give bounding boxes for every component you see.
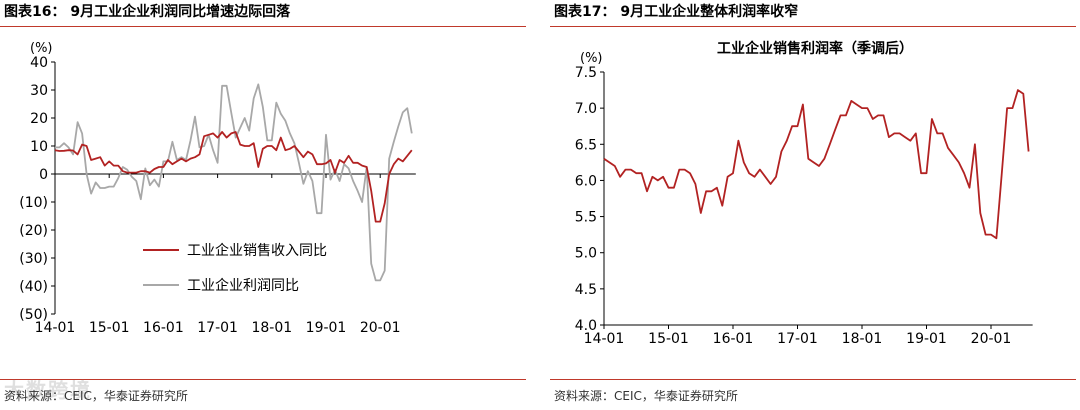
x-tick-label: 19-01 [906, 331, 947, 347]
x-tick-label: 18-01 [842, 331, 883, 347]
series-line-0 [603, 89, 1030, 240]
y-tick-label: 4.5 [575, 282, 597, 298]
y-axis-unit: (%) [580, 51, 603, 66]
x-tick-label: 17-01 [197, 320, 238, 336]
x-tick-label: 16-01 [143, 320, 184, 336]
y-tick-label: 30 [30, 83, 48, 99]
y-tick-label: 5.0 [575, 246, 597, 262]
y-tick-label: 6.0 [575, 173, 597, 189]
series-line-0 [54, 131, 413, 223]
y-tick-label: 5.5 [575, 210, 597, 226]
chart-panel-right: 图表17： 9月工业企业整体利润率收窄 (%) 7.5 7.0 6.5 6.0 5.5 5.… [550, 0, 1080, 410]
x-tick-label: 19-01 [306, 320, 347, 336]
source-note-right: 资料来源：CEIC，华泰证券研究所 [554, 389, 738, 403]
y-tick-label: 0 [39, 167, 48, 183]
chart-left: (%)40 30 20 10 0 (10) (20) (30) (40) (50)14-01 15-… [19, 41, 416, 336]
y-tick-label: 7.5 [575, 65, 597, 81]
y-tick-label: 40 [30, 55, 48, 71]
y-tick-label: (10) [19, 195, 48, 211]
series-line-1 [55, 83, 413, 282]
y-axis-unit: (%) [30, 41, 53, 56]
x-tick-label: 15-01 [89, 320, 130, 336]
y-tick-label: 6.5 [575, 137, 597, 153]
x-tick-label: 17-01 [777, 331, 818, 347]
chart-title-left: 图表16： 9月工业企业利润同比增速边际回落 [4, 4, 291, 20]
y-tick-label: (20) [19, 223, 48, 239]
y-tick-label: 20 [30, 111, 48, 127]
x-tick-label: 18-01 [251, 320, 292, 336]
source-divider-left [0, 379, 526, 380]
title-divider-left [0, 26, 526, 27]
x-tick-label: 20-01 [971, 331, 1012, 347]
source-note-left: 资料来源：CEIC，华泰证券研究所 [4, 389, 188, 403]
chart-title-right: 图表17： 9月工业企业整体利润率收窄 [554, 4, 799, 20]
watermark: 大数跨境 [4, 378, 92, 402]
x-tick-label: 15-01 [648, 331, 689, 347]
x-tick-label: 14-01 [584, 331, 625, 347]
legend-label: 工业企业利润同比 [187, 277, 299, 294]
x-tick-label: 16-01 [713, 331, 754, 347]
y-tick-label: 4.0 [575, 318, 597, 334]
x-tick-label: 20-01 [360, 320, 401, 336]
chart-right: (%)7.5 7.0 6.5 6.0 5.5 5.0 4.5 4.014-01 15-01 16-… [575, 40, 1033, 347]
y-tick-label: (30) [19, 251, 48, 267]
x-tick-label: 14-01 [35, 320, 76, 336]
y-tick-label: 10 [30, 139, 48, 155]
legend-label: 工业企业销售收入同比 [187, 242, 327, 259]
y-tick-label: 7.0 [575, 101, 597, 117]
chart-panel-left: 图表16： 9月工业企业利润同比增速边际回落 (%) 40 30 20 10 0 (10)(… [0, 0, 530, 410]
chart-subtitle: 工业企业销售利润率（季调后） [717, 40, 913, 57]
y-tick-label: (40) [19, 279, 48, 295]
source-divider-right [550, 379, 1076, 380]
title-divider-right [550, 26, 1076, 27]
y-tick-label: (50) [19, 307, 48, 323]
